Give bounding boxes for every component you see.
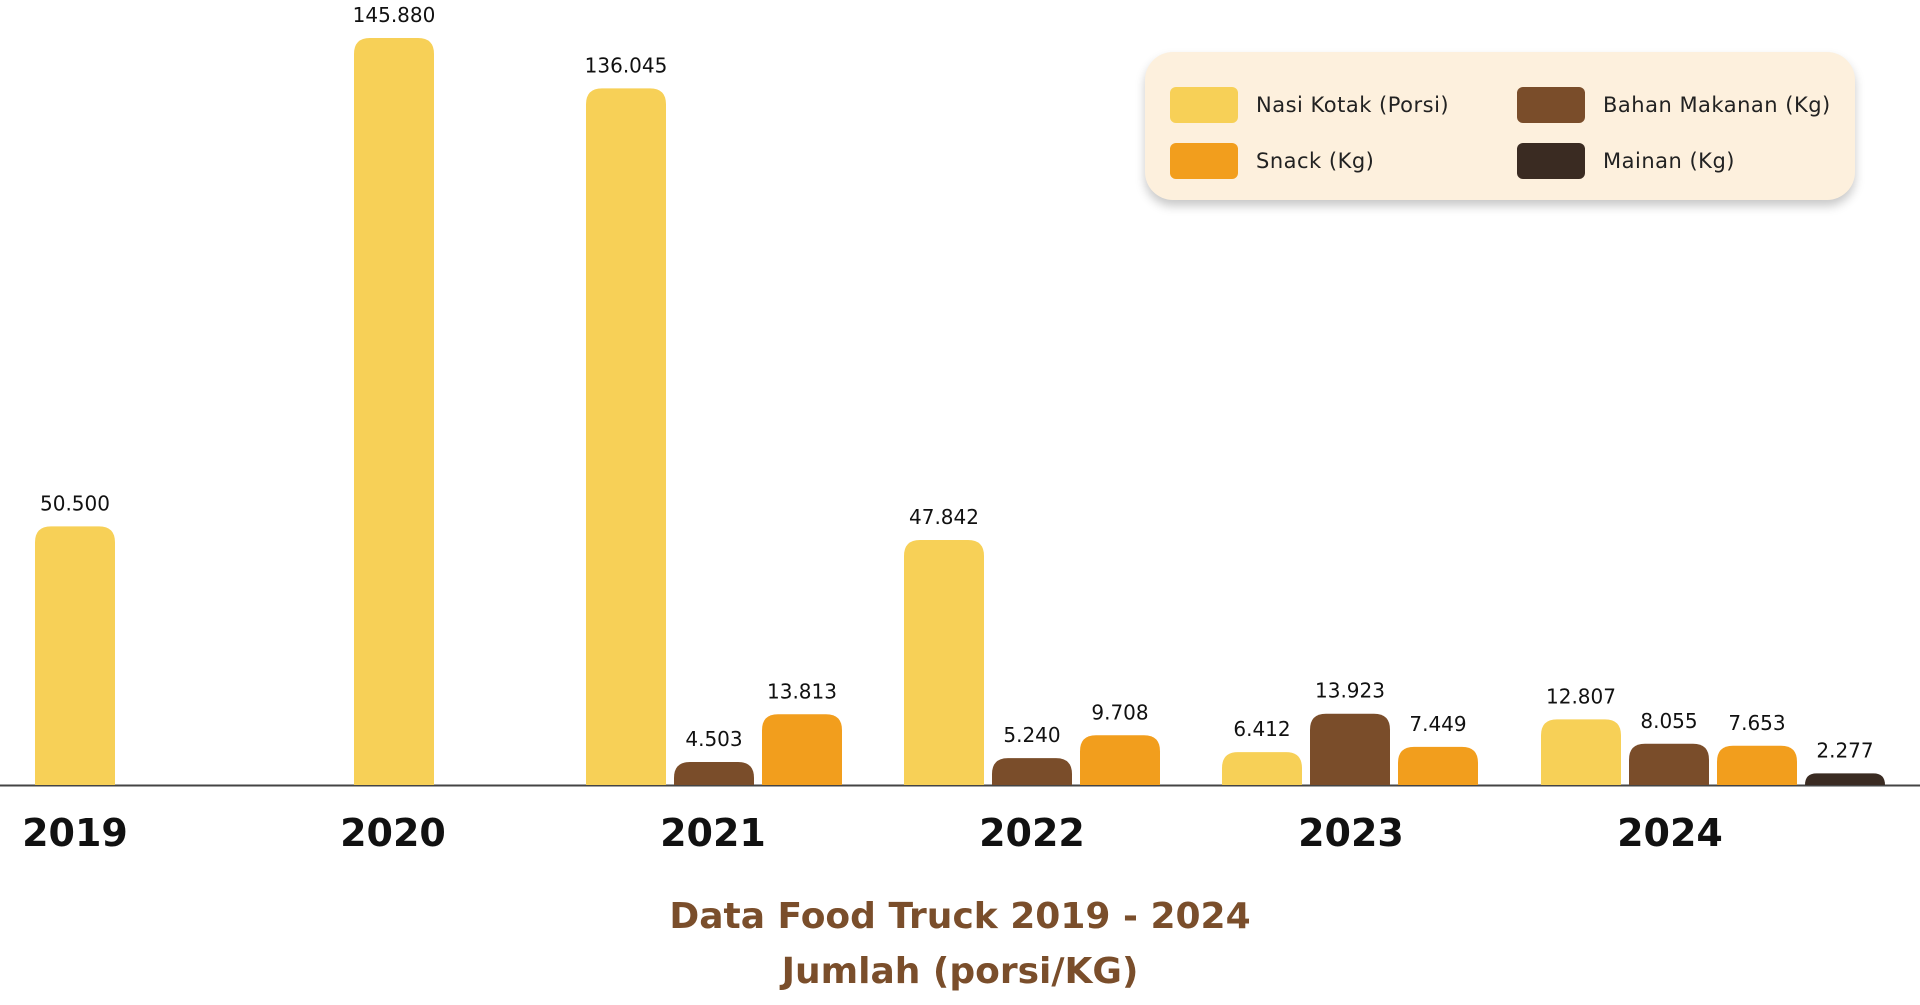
data-label-2023-series-2: 7.449: [1409, 712, 1466, 736]
legend-label-mainan: Mainan (Kg): [1603, 149, 1735, 173]
x-tick-label-2019: 2019: [22, 811, 128, 855]
bar-2020-series-0: [354, 38, 434, 785]
data-label-2023-series-0: 6.412: [1233, 717, 1290, 741]
data-label-2021-series-0: 136.045: [585, 53, 668, 77]
bar-2022-series-2: [1080, 735, 1160, 785]
x-tick-label-2022: 2022: [979, 811, 1085, 855]
legend: Nasi Kotak (Porsi) Bahan Makanan (Kg) Sn…: [1145, 52, 1855, 200]
legend-swatch-bahan-makanan: [1517, 87, 1585, 123]
bar-2024-series-1: [1629, 743, 1709, 785]
x-tick-label-2020: 2020: [340, 811, 446, 855]
legend-label-nasi-kotak: Nasi Kotak (Porsi): [1256, 93, 1450, 117]
x-tick-label-2024: 2024: [1617, 811, 1723, 855]
data-label-2019-series-0: 50.500: [40, 491, 110, 515]
bar-2023-series-0: [1222, 752, 1302, 785]
data-label-2020-series-0: 145.880: [353, 3, 436, 27]
legend-item-bahan-makanan: Bahan Makanan (Kg): [1517, 87, 1831, 123]
legend-item-mainan: Mainan (Kg): [1517, 143, 1735, 179]
legend-swatch-mainan: [1517, 143, 1585, 179]
data-label-2021-series-1: 4.503: [685, 727, 742, 751]
data-label-2024-series-1: 8.055: [1640, 709, 1697, 733]
data-label-2023-series-1: 13.923: [1315, 679, 1385, 703]
legend-label-bahan-makanan: Bahan Makanan (Kg): [1603, 93, 1831, 117]
x-tick-label-2021: 2021: [660, 811, 766, 855]
data-label-2024-series-2: 7.653: [1728, 711, 1785, 735]
data-label-2021-series-2: 13.813: [767, 679, 837, 703]
bar-2022-series-1: [992, 758, 1072, 785]
bar-2024-series-2: [1717, 745, 1797, 785]
bar-2021-series-1: [674, 761, 754, 785]
bar-2023-series-2: [1398, 746, 1478, 785]
legend-item-nasi-kotak: Nasi Kotak (Porsi): [1170, 87, 1449, 123]
data-label-2022-series-2: 9.708: [1091, 700, 1148, 724]
legend-item-snack: Snack (Kg): [1170, 143, 1374, 179]
chart-title: Data Food Truck 2019 - 2024: [669, 896, 1251, 937]
data-label-2022-series-0: 47.842: [909, 505, 979, 529]
bar-2021-series-2: [762, 714, 842, 785]
bar-2024-series-0: [1541, 719, 1621, 785]
data-label-2024-series-3: 2.277: [1816, 738, 1873, 762]
bar-2019-series-0: [35, 526, 115, 785]
bar-2024-series-3: [1805, 773, 1885, 785]
legend-label-snack: Snack (Kg): [1256, 149, 1375, 173]
legend-swatch-nasi-kotak: [1170, 87, 1238, 123]
data-label-2022-series-1: 5.240: [1003, 723, 1060, 747]
bar-2022-series-0: [904, 540, 984, 785]
bar-2023-series-1: [1310, 713, 1390, 785]
data-label-2024-series-0: 12.807: [1546, 684, 1616, 708]
chart-subtitle: Jumlah (porsi/KG): [781, 951, 1139, 992]
x-tick-label-2023: 2023: [1298, 811, 1404, 855]
legend-swatch-snack: [1170, 143, 1238, 179]
bar-2021-series-0: [586, 88, 666, 785]
